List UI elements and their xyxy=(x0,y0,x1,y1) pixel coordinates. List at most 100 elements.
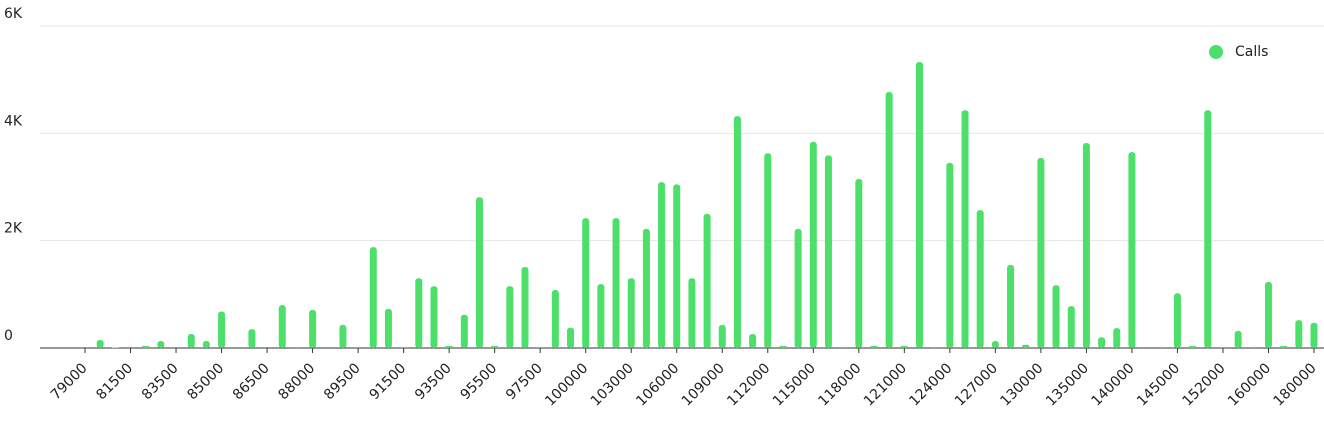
legend-label: Calls xyxy=(1235,44,1268,60)
bar xyxy=(582,218,590,348)
bar xyxy=(293,346,301,348)
bar xyxy=(339,324,347,348)
bar xyxy=(384,308,392,348)
bar xyxy=(551,290,559,348)
bar xyxy=(991,341,999,348)
x-tick-label: 145000 xyxy=(1134,360,1183,409)
bar xyxy=(400,346,408,348)
bar xyxy=(1082,142,1090,348)
bar xyxy=(749,334,757,348)
x-tick-label: 106000 xyxy=(633,360,682,409)
x-tick-label: 112000 xyxy=(724,360,773,409)
bar xyxy=(278,305,286,348)
bar xyxy=(824,155,832,348)
x-tick-label: 86500 xyxy=(230,360,273,403)
x-tick-label: 160000 xyxy=(1225,360,1274,409)
bar xyxy=(840,346,848,348)
x-tick-label: 130000 xyxy=(997,360,1046,409)
bar xyxy=(157,341,165,348)
bar xyxy=(673,184,681,348)
bar xyxy=(703,213,711,348)
bar xyxy=(1052,285,1060,348)
bar xyxy=(885,92,893,348)
bar xyxy=(354,346,362,348)
x-tick-label: 88000 xyxy=(275,360,318,403)
bar xyxy=(1249,346,1257,348)
bar xyxy=(1189,345,1197,348)
bar xyxy=(521,266,529,348)
bar xyxy=(642,228,650,348)
bar xyxy=(794,228,802,348)
x-tick-label: 85000 xyxy=(184,360,227,403)
x-tick-label: 135000 xyxy=(1043,360,1092,409)
bar xyxy=(870,345,878,348)
y-tick-label: 0 xyxy=(4,328,13,344)
bar xyxy=(309,309,317,348)
bar xyxy=(430,286,438,348)
x-tick-label: 93500 xyxy=(412,360,455,403)
bar xyxy=(1204,110,1212,348)
bar xyxy=(597,284,605,348)
bar xyxy=(916,61,924,348)
x-tick-label: 152000 xyxy=(1180,360,1229,409)
x-tick-label: 115000 xyxy=(770,360,819,409)
bar xyxy=(1219,346,1227,348)
bar xyxy=(961,110,969,348)
bar xyxy=(779,345,787,348)
bar xyxy=(96,339,104,348)
bar xyxy=(1067,306,1075,348)
bar xyxy=(900,345,908,348)
x-tick-label: 109000 xyxy=(679,360,728,409)
y-tick-label: 4K xyxy=(4,113,23,129)
x-tick-label: 103000 xyxy=(588,360,637,409)
bar xyxy=(248,329,256,348)
bar xyxy=(491,345,499,348)
bar xyxy=(475,197,483,348)
bar xyxy=(506,286,514,348)
x-tick-label: 100000 xyxy=(542,360,591,409)
bar xyxy=(369,247,377,348)
bar xyxy=(1264,281,1272,348)
bar xyxy=(946,162,954,348)
bar xyxy=(612,218,620,348)
bar xyxy=(1173,293,1181,348)
bar xyxy=(1280,345,1288,348)
bar xyxy=(142,345,150,348)
x-tick-label: 91500 xyxy=(366,360,409,403)
x-tick-label: 127000 xyxy=(952,360,1001,409)
bar xyxy=(931,346,939,348)
bar xyxy=(415,278,423,348)
bar xyxy=(1234,330,1242,348)
x-tick-label: 118000 xyxy=(815,360,864,409)
legend-marker xyxy=(1209,45,1223,59)
bar xyxy=(460,314,468,348)
bar xyxy=(976,210,984,348)
x-tick-label: 97500 xyxy=(503,360,546,403)
x-tick-label: 95500 xyxy=(458,360,501,403)
bar xyxy=(202,341,210,348)
bar xyxy=(1113,328,1121,348)
bar xyxy=(1310,322,1318,348)
x-tick-label: 121000 xyxy=(861,360,910,409)
y-tick-label: 2K xyxy=(4,221,23,237)
x-tick-label: 83500 xyxy=(139,360,182,403)
x-tick-label: 180000 xyxy=(1271,360,1320,409)
bar xyxy=(1128,152,1136,348)
bar xyxy=(718,324,726,348)
bar xyxy=(218,311,226,348)
bar xyxy=(536,346,544,348)
x-tick-label: 89500 xyxy=(321,360,364,403)
bar xyxy=(1037,158,1045,348)
bar xyxy=(1098,337,1106,348)
bar xyxy=(1295,320,1303,348)
bar xyxy=(627,278,635,348)
bar xyxy=(733,116,741,348)
bar xyxy=(658,182,666,348)
x-tick-label: 79000 xyxy=(48,360,91,403)
bar xyxy=(187,334,195,348)
bar xyxy=(855,178,863,348)
y-tick-label: 6K xyxy=(4,6,23,22)
bar xyxy=(1022,344,1030,348)
x-tick-label: 124000 xyxy=(906,360,955,409)
